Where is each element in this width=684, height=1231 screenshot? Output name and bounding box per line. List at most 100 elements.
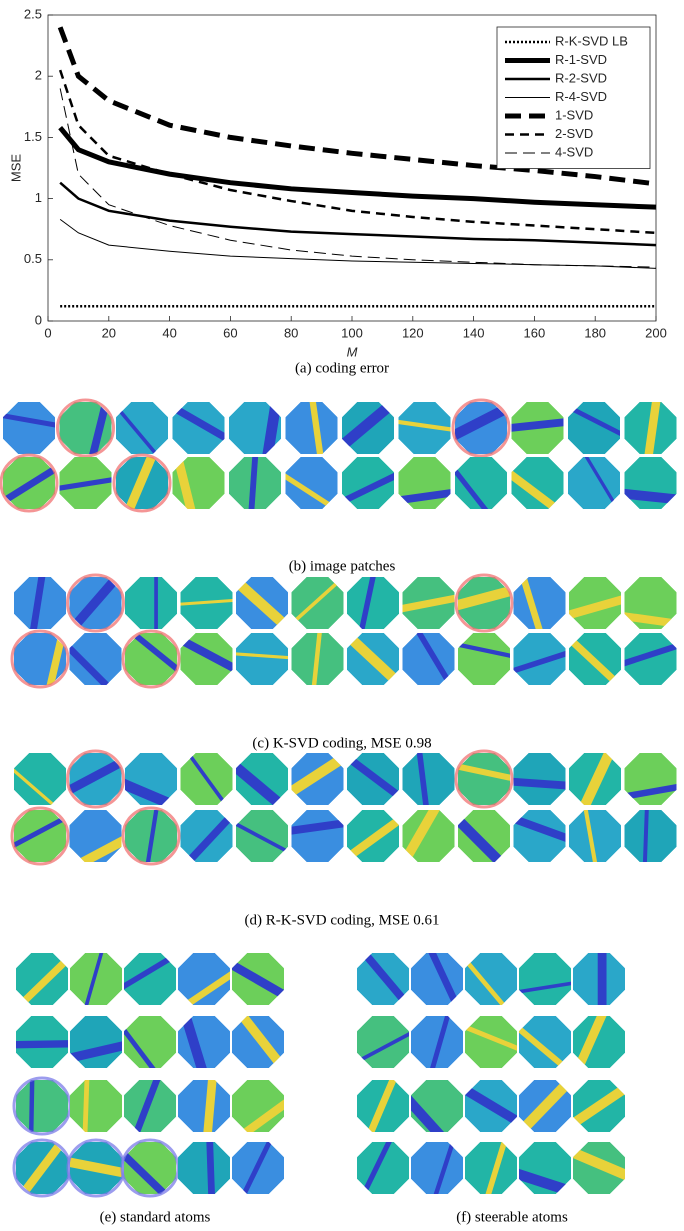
patch-stripe [141,810,163,862]
y-tick-label: 2 [35,68,42,83]
patch [402,753,455,805]
x-axis-label: M [347,344,358,359]
patch [347,633,399,685]
patch-base [569,810,621,862]
legend-label: R-1-SVD [555,52,607,67]
patch [291,633,344,685]
patch-base [124,1016,176,1068]
patch-base [455,457,507,509]
patch [513,753,566,805]
patch [573,953,625,1005]
patch-stripe [236,650,288,661]
patch [624,402,677,454]
highlight-ring [454,749,514,809]
patch-stripe [201,1080,219,1132]
patch [125,753,177,805]
x-tick-label: 60 [223,325,237,340]
y-tick-label: 1 [35,190,42,205]
x-tick-label: 120 [402,325,424,340]
patch-base [465,1016,517,1068]
patch-grids [0,398,677,1198]
patch [16,1016,68,1068]
legend-label: R-2-SVD [555,70,607,85]
patch-base [624,810,677,862]
patch-stripe [642,810,650,862]
highlight-ring [454,573,514,633]
patch-stripe [511,415,564,435]
patch-base [568,457,620,509]
highlight-ring [121,629,181,689]
legend-label: R-K-SVD LB [555,33,628,48]
patch-stripe [402,589,455,617]
patch-base [519,953,571,1005]
patch-stripe [347,633,399,685]
patch [402,577,455,629]
patch [125,577,177,629]
legend-label: 2-SVD [555,126,593,141]
patch-base [357,1016,409,1068]
y-tick-label: 2.5 [24,6,42,21]
patch-base [3,402,55,454]
patch-stripe [411,1080,463,1132]
legend-label: 1-SVD [555,107,593,122]
series-line [57,26,657,187]
patch-base [458,810,510,862]
patch-base [347,577,399,629]
caption: (f) steerable atoms [456,1209,568,1225]
patch-base [14,810,66,862]
patch-base [70,953,122,1005]
patch-stripe [413,753,433,805]
patch-base [458,753,510,805]
patch [125,810,177,862]
patch-base [398,402,451,454]
patch-base [465,1142,517,1194]
patch-base [291,810,344,862]
patch-stripe [154,577,158,629]
patch-stripe [513,643,566,681]
patch-stripe [309,633,325,685]
caption: (a) coding error [295,360,389,376]
patch-stripe [579,810,602,862]
highlight-ring [66,749,125,809]
patch-stripe [205,1142,216,1194]
patch-stripe [124,1016,173,1068]
patch-base [16,1080,68,1132]
patch [178,1142,230,1194]
patch-stripe [423,1016,457,1068]
patch-stripe [59,473,112,495]
patch-base [178,1142,230,1194]
x-tick-label: 200 [645,325,667,340]
series-line [58,69,657,235]
caption: (e) standard atoms [100,1209,211,1225]
patch [285,402,338,454]
patch-base [513,633,566,685]
patch [465,1142,517,1194]
x-tick-label: 180 [584,325,606,340]
patch [624,810,677,862]
patch [513,633,566,685]
x-tick-label: 140 [463,325,485,340]
highlight-ring [10,806,70,866]
patch-stripe [597,953,607,1005]
patch-base [125,633,177,685]
x-tick-label: 100 [341,325,363,340]
patch [455,457,507,509]
patch [59,457,112,509]
legend-label: 4-SVD [555,144,593,159]
patch-base [236,633,288,685]
patch-stripe [69,822,122,862]
y-tick-label: 0 [35,312,42,327]
patch [569,810,621,862]
patch-base [116,402,168,454]
patch-base [69,633,122,685]
patch-stripe [513,776,566,792]
highlight-ring [0,453,59,513]
highlight-ring [10,629,70,689]
highlight-ring [112,453,172,513]
patch-base [178,1080,230,1132]
patch-base [178,953,230,1005]
patch-base [458,633,510,685]
highlight-ring [451,398,511,458]
patch [411,1016,463,1068]
